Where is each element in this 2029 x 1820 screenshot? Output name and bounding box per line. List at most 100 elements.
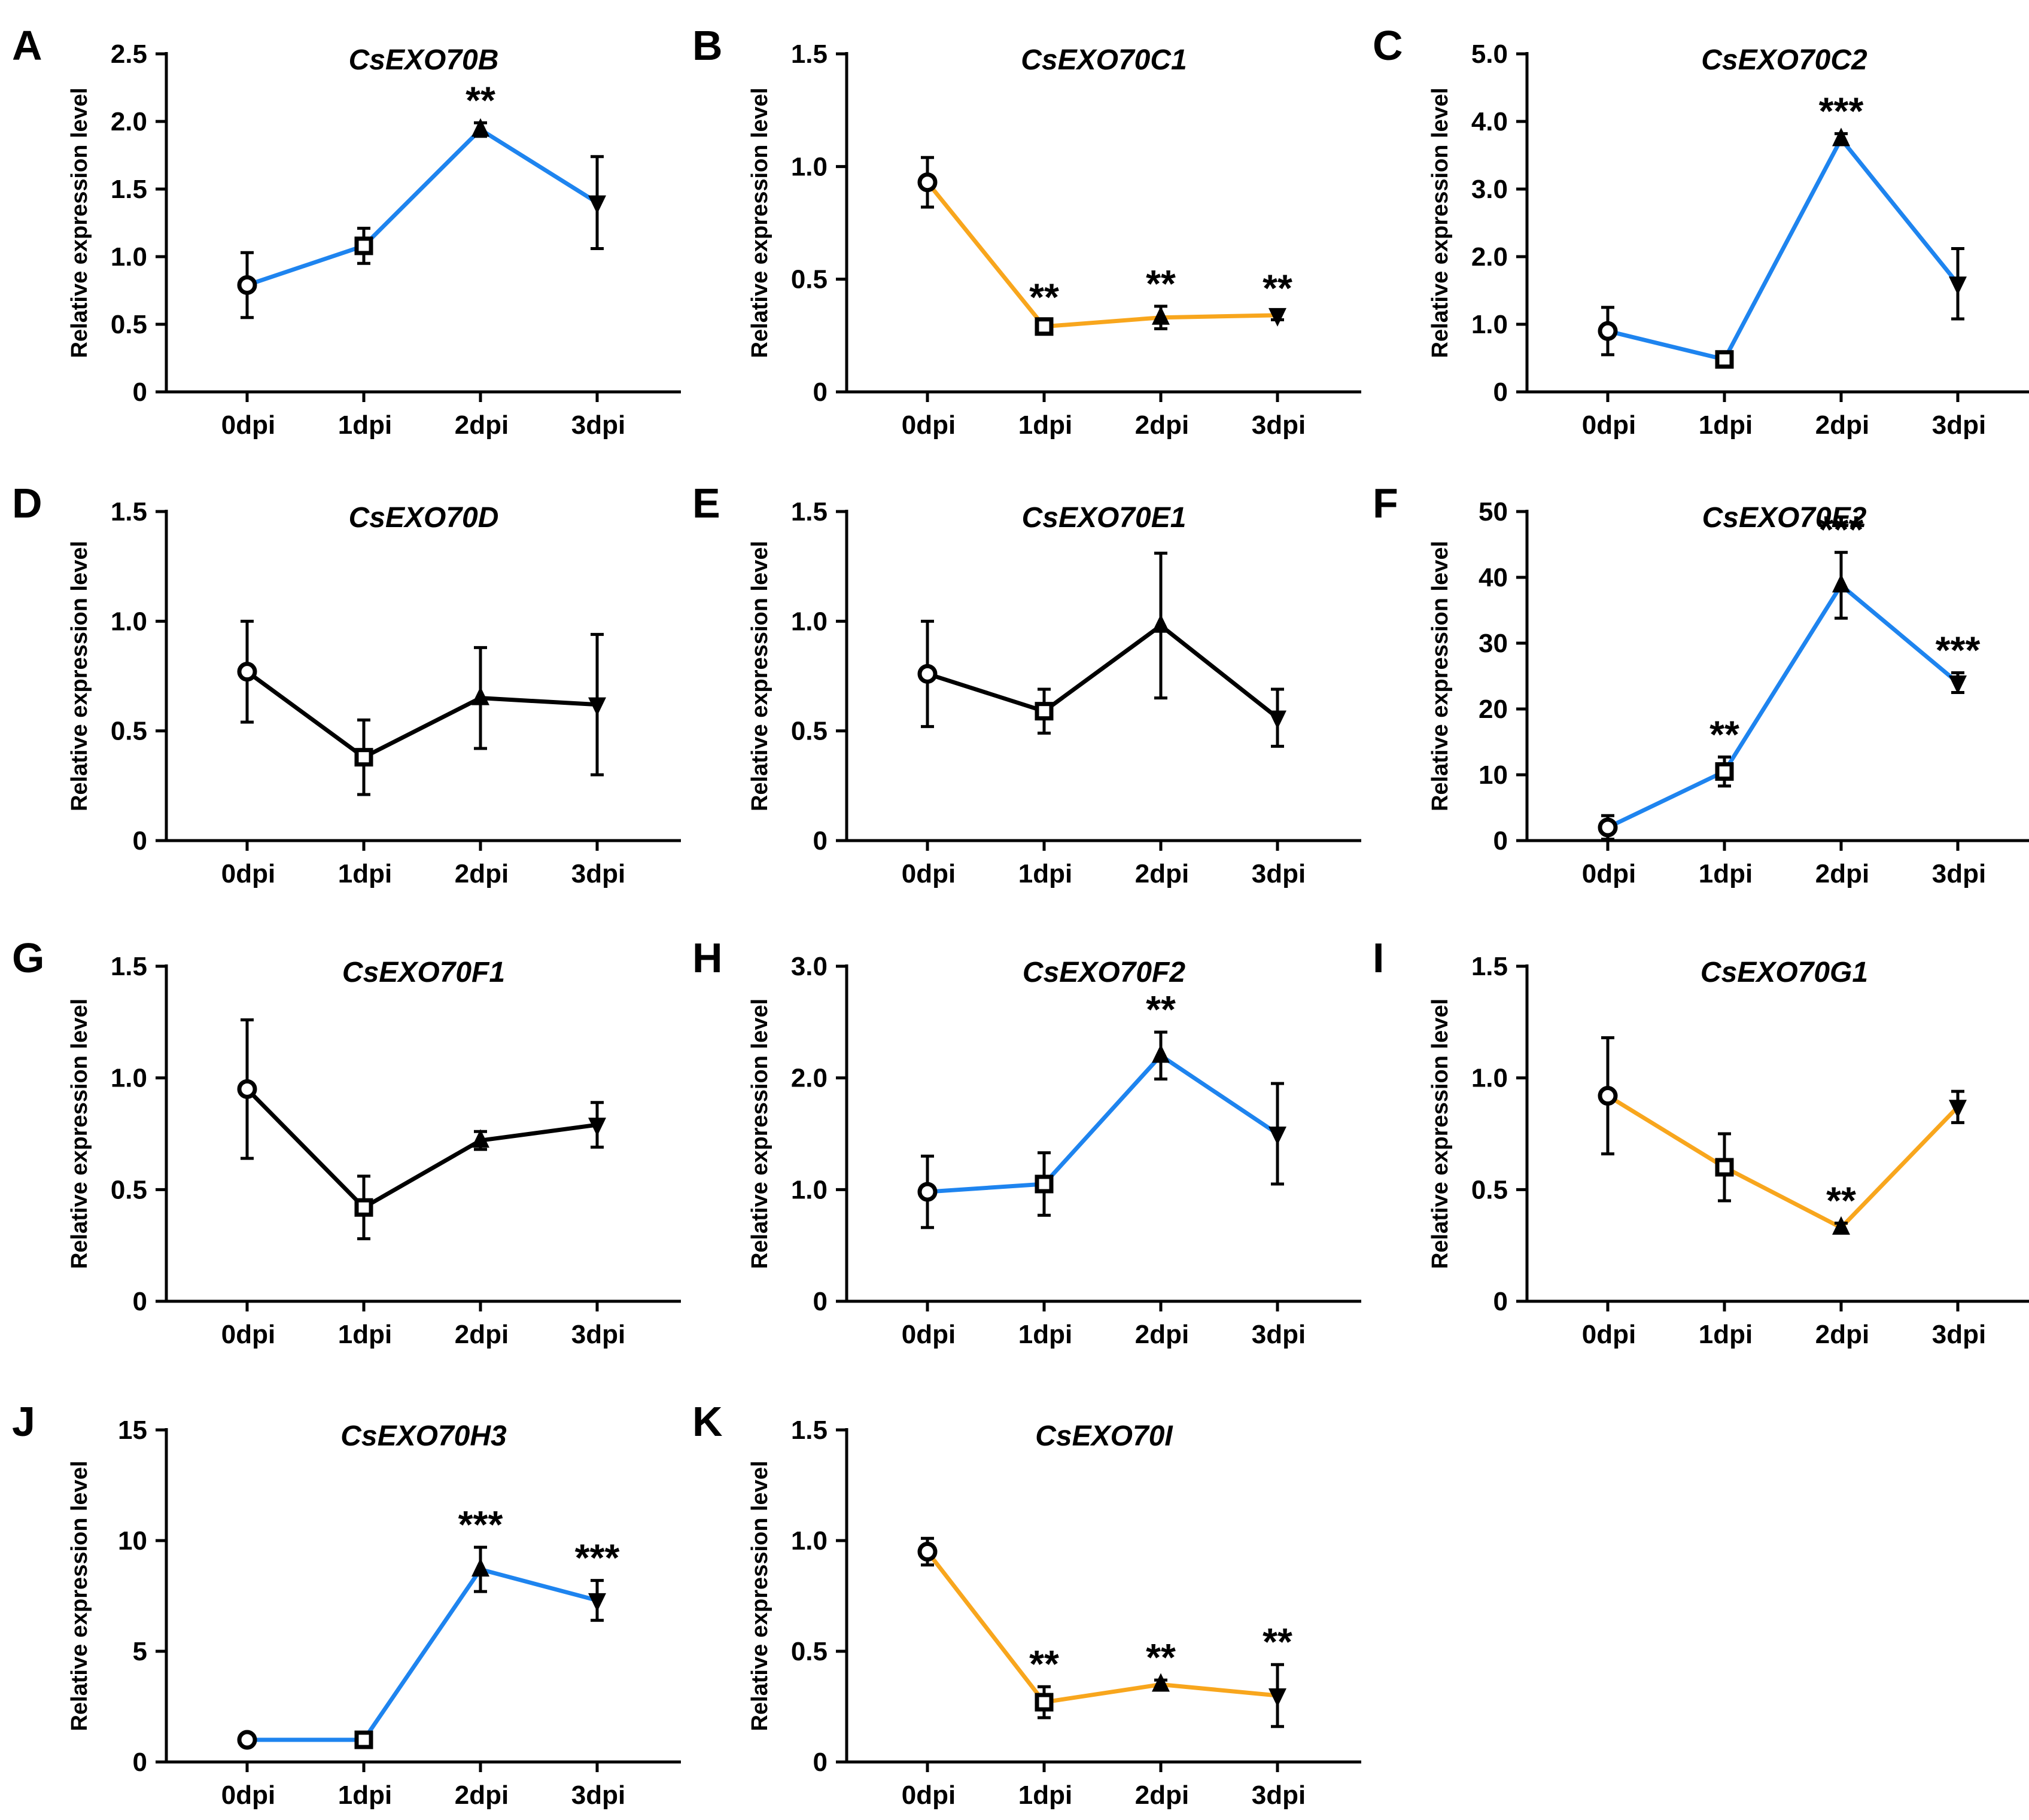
marker-square <box>354 236 373 255</box>
chart-panel-i: I CsEXO70G1 Relative expression level 0 0.5 1… <box>1373 935 2029 1349</box>
y-tick-label: 0 <box>1493 378 1508 407</box>
marker-triangle-down <box>1268 1127 1286 1145</box>
y-axis-label: Relative expression level <box>67 999 92 1269</box>
marker-triangle-up <box>1832 127 1850 147</box>
marker-circle <box>1598 1086 1618 1106</box>
marker-triangle-down <box>588 697 606 716</box>
x-tick-label: 2dpi <box>455 1781 509 1810</box>
marker-triangle-up <box>471 118 489 137</box>
y-tick-label: 50 <box>1479 497 1508 526</box>
x-tick-label: 1dpi <box>1699 410 1753 440</box>
chart-title: CsEXO70C1 <box>1021 44 1187 76</box>
marker-triangle-up <box>1152 614 1170 633</box>
y-tick-label: 4.0 <box>1471 107 1508 136</box>
y-tick-label: 1.5 <box>111 952 147 981</box>
y-tick-label: 10 <box>1479 760 1508 790</box>
y-tick-label: 20 <box>1479 695 1508 724</box>
chart-title: CsEXO70F2 <box>1023 957 1185 988</box>
marker-triangle-up <box>1832 574 1850 593</box>
chart-panel-e: E CsEXO70E1 Relative expression level 0 0.5 1… <box>692 480 1361 888</box>
marker-circle <box>1598 817 1618 838</box>
y-tick-label: 2.5 <box>111 39 147 69</box>
x-tick-label: 0dpi <box>221 859 275 888</box>
marker-circle <box>917 172 938 193</box>
x-tick-label: 1dpi <box>338 859 392 888</box>
x-tick-label: 0dpi <box>1582 859 1636 888</box>
significance-label: ** <box>1146 262 1176 305</box>
y-axis-label: Relative expression level <box>67 541 92 811</box>
y-tick-label: 1.5 <box>1471 952 1508 981</box>
marker-square <box>1715 762 1734 781</box>
panel-letter: F <box>1373 480 1398 526</box>
x-tick-label: 1dpi <box>1018 1781 1072 1810</box>
significance-label: ** <box>466 78 495 121</box>
y-tick-label: 0 <box>1493 1287 1508 1316</box>
x-tick-label: 1dpi <box>338 410 392 440</box>
y-tick-label: 1.0 <box>1471 310 1508 339</box>
marker-triangle-down <box>1268 1688 1286 1707</box>
marker-square <box>354 748 373 767</box>
y-tick-label: 0 <box>813 826 828 856</box>
y-tick-label: 0.5 <box>1471 1175 1508 1204</box>
y-tick-label: 1.0 <box>791 607 828 636</box>
marker-circle <box>917 1182 938 1202</box>
series-line <box>927 1053 1279 1194</box>
y-tick-label: 1.5 <box>791 497 828 526</box>
x-tick-label: 3dpi <box>1252 410 1306 440</box>
significance-label: ** <box>1263 266 1292 309</box>
x-tick-label: 1dpi <box>1018 1320 1072 1349</box>
marker-circle <box>917 1542 938 1562</box>
y-axis-label: Relative expression level <box>67 1460 92 1731</box>
y-tick-label: 1.0 <box>791 1175 828 1204</box>
y-axis-label: Relative expression level <box>1428 541 1453 811</box>
marker-triangle-up <box>471 1558 489 1577</box>
marker-square <box>1035 702 1054 721</box>
y-tick-label: 0.5 <box>791 1637 828 1666</box>
y-tick-label: 0 <box>1493 826 1508 856</box>
y-tick-label: 0.5 <box>111 310 147 339</box>
x-tick-label: 2dpi <box>1135 1781 1189 1810</box>
y-axis-label: Relative expression level <box>747 1460 772 1731</box>
y-tick-label: 1.5 <box>111 175 147 204</box>
x-tick-label: 3dpi <box>1932 1320 1986 1349</box>
panel-letter: G <box>12 935 44 981</box>
chart-title: CsEXO70E1 <box>1022 502 1187 534</box>
x-tick-label: 3dpi <box>1932 410 1986 440</box>
significance-label: *** <box>1819 89 1864 132</box>
x-tick-label: 1dpi <box>1018 410 1072 440</box>
chart-panel-a: A CsEXO70B Relative expression level 0 0.5 1.… <box>12 22 681 440</box>
x-tick-label: 2dpi <box>455 859 509 888</box>
chart-panel-f: F CsEXO70E2 Relative expression level 0 10 20… <box>1373 480 2029 888</box>
x-tick-label: 0dpi <box>902 1320 956 1349</box>
y-tick-label: 30 <box>1479 629 1508 658</box>
series-line <box>926 623 1279 720</box>
marker-circle <box>1598 321 1618 341</box>
x-tick-label: 1dpi <box>1699 859 1753 888</box>
x-tick-label: 3dpi <box>571 1320 625 1349</box>
y-tick-label: 1.0 <box>791 152 828 181</box>
x-tick-label: 1dpi <box>338 1781 392 1810</box>
y-tick-label: 0 <box>813 1287 828 1316</box>
y-tick-label: 1.0 <box>1471 1064 1508 1093</box>
y-tick-label: 2.0 <box>111 107 147 136</box>
marker-triangle-down <box>1268 308 1286 327</box>
panel-letter: A <box>12 22 42 69</box>
panel-letter: I <box>1373 935 1384 981</box>
y-tick-label: 0.5 <box>791 265 828 294</box>
y-tick-label: 3.0 <box>791 952 828 981</box>
marker-triangle-down <box>1949 276 1967 296</box>
x-tick-label: 2dpi <box>1135 1320 1189 1349</box>
y-tick-label: 0.5 <box>111 717 147 746</box>
y-tick-label: 0 <box>133 1748 147 1777</box>
marker-triangle-up <box>1152 1044 1170 1063</box>
y-axis-label: Relative expression level <box>67 87 92 358</box>
y-tick-label: 0.5 <box>791 717 828 746</box>
marker-square <box>1715 350 1734 369</box>
x-tick-label: 3dpi <box>1932 859 1986 888</box>
chart-title: CsEXO70I <box>1035 1420 1173 1452</box>
x-tick-label: 2dpi <box>1135 410 1189 440</box>
y-tick-label: 0 <box>813 378 828 407</box>
x-tick-label: 3dpi <box>571 859 625 888</box>
panel-letter: D <box>12 480 42 526</box>
